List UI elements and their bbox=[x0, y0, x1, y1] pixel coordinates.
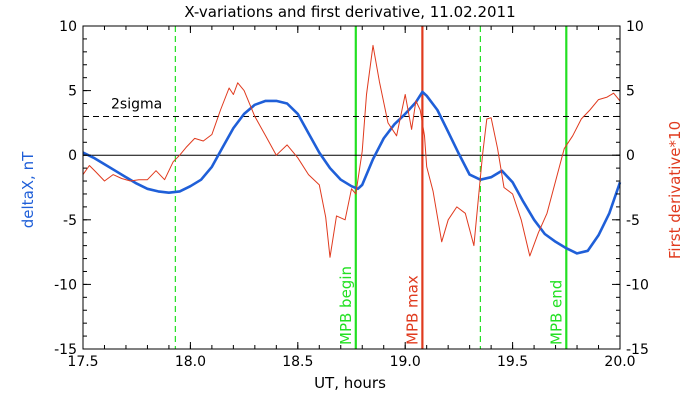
x-tick-label-5: 20.0 bbox=[604, 354, 635, 370]
y-tick-label-left-0: -15 bbox=[54, 342, 77, 358]
y-tick-label-right-1: -10 bbox=[626, 277, 649, 293]
y-tick-label-left-5: 10 bbox=[59, 19, 77, 35]
marker-label-1: MPB begin bbox=[337, 266, 355, 345]
y-tick-label-left-4: 5 bbox=[68, 84, 77, 100]
axis-ticks: 17.5 18.0 18.5 19.0 19.5 20.0-15 -15-10 -10-5 -5… bbox=[54, 19, 649, 370]
x-tick-label-2: 18.5 bbox=[282, 354, 313, 370]
x-tick-label-1: 18.0 bbox=[175, 354, 206, 370]
y-axis-label-right: First derivative*10 bbox=[666, 121, 684, 259]
y-tick-label-right-4: 5 bbox=[626, 84, 635, 100]
x-axis-label: UT, hours bbox=[314, 374, 386, 392]
y-tick-label-right-3: 0 bbox=[626, 148, 635, 164]
y-tick-label-left-3: 0 bbox=[68, 148, 77, 164]
sigma-layer: 2sigma bbox=[83, 96, 620, 156]
marker-label-2: MPB max bbox=[403, 275, 421, 345]
x-tick-label-3: 19.0 bbox=[390, 354, 421, 370]
chart-title: X-variations and first derivative, 11.02… bbox=[184, 3, 515, 21]
sigma-label: 2sigma bbox=[111, 96, 162, 112]
marker-label-4: MPB end bbox=[547, 280, 565, 345]
y-tick-label-left-1: -10 bbox=[54, 277, 77, 293]
y-axis-label-left: deltaX, nT bbox=[19, 151, 37, 228]
plot-frame bbox=[82, 25, 621, 350]
y-tick-label-right-2: -5 bbox=[626, 213, 640, 229]
series-lines bbox=[82, 44, 622, 258]
y-tick-label-left-2: -5 bbox=[63, 213, 77, 229]
x-tick-label-0: 17.5 bbox=[67, 354, 98, 370]
deltax-line bbox=[82, 90, 622, 255]
marker-lines: MPB begin MPB max MPB end bbox=[174, 26, 568, 349]
y-tick-label-right-0: -15 bbox=[626, 342, 649, 358]
derivative-line bbox=[82, 44, 621, 258]
x-tick-label-4: 19.5 bbox=[497, 354, 528, 370]
y-tick-label-right-5: 10 bbox=[626, 19, 644, 35]
